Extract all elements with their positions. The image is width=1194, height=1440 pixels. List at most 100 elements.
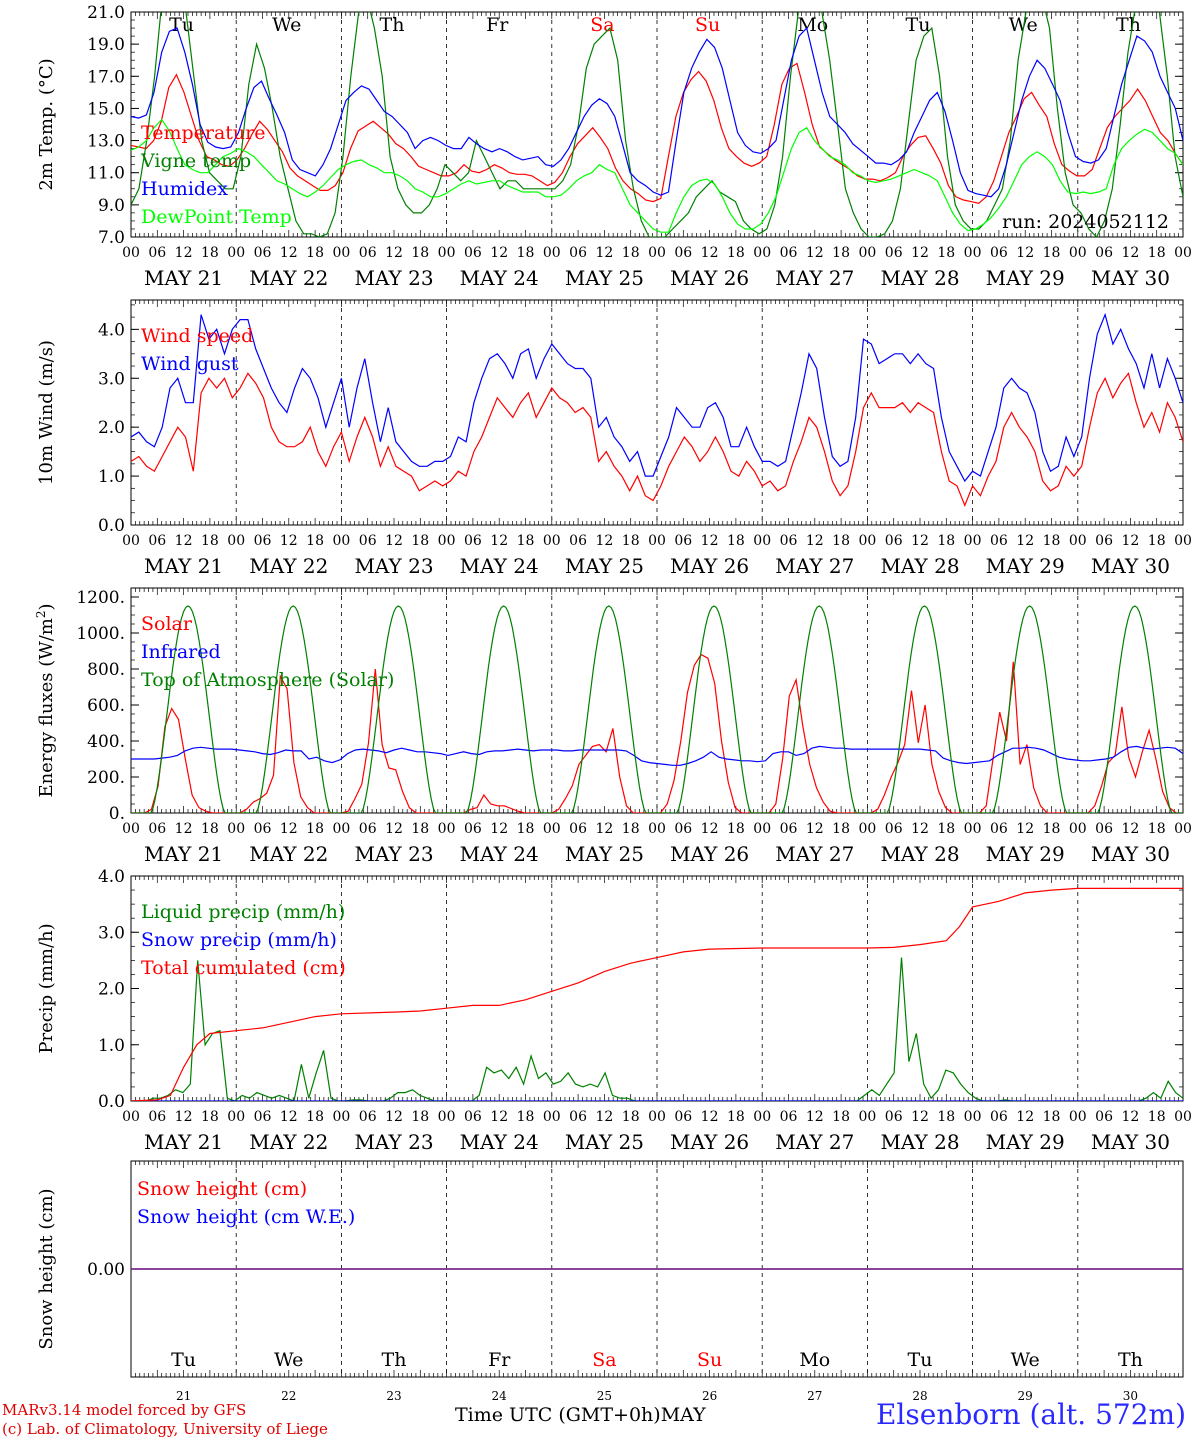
hour-label: 18: [622, 533, 640, 549]
hour-label: 00: [227, 533, 245, 549]
y-axis-label: Snow height (cm): [36, 1188, 57, 1349]
hour-label: 12: [701, 245, 719, 261]
day-number: 27: [807, 1389, 822, 1403]
hour-label: 00: [438, 1109, 456, 1125]
hour-label: 12: [1016, 821, 1034, 837]
hour-label: 00: [332, 533, 350, 549]
date-label: MAY 27: [775, 266, 854, 290]
hour-label: 06: [254, 533, 272, 549]
y-tick-label: 0.0: [98, 516, 125, 536]
hour-label: 06: [885, 821, 903, 837]
hour-label: 00: [753, 821, 771, 837]
hour-label: 12: [280, 533, 298, 549]
hour-label: 18: [306, 245, 324, 261]
hour-label: 12: [280, 821, 298, 837]
day-name-bottom: Th: [382, 1349, 407, 1371]
hour-label: 00: [648, 821, 666, 837]
hour-label: 00: [1174, 245, 1192, 261]
hour-label: 06: [1095, 533, 1113, 549]
hour-label: 12: [175, 821, 193, 837]
date-label: MAY 26: [670, 266, 749, 290]
date-label: MAY 24: [460, 266, 539, 290]
y-tick-label: 11.0: [87, 164, 125, 184]
hour-label: 12: [806, 821, 824, 837]
hour-label: 06: [254, 245, 272, 261]
hour-label: 06: [148, 1109, 166, 1125]
hour-label: 12: [806, 533, 824, 549]
hour-label: 18: [201, 821, 219, 837]
y-tick-label: 0.0: [98, 1092, 125, 1112]
date-label: MAY 28: [880, 842, 959, 866]
day-number: 24: [492, 1389, 508, 1403]
hour-label: 18: [622, 245, 640, 261]
day-name-bottom: Th: [1118, 1349, 1143, 1371]
series-line-wind-speed: [131, 372, 1183, 508]
hour-label: 12: [490, 245, 508, 261]
date-label: MAY 22: [249, 266, 328, 290]
hour-label: 06: [674, 1109, 692, 1125]
hour-label: 12: [806, 245, 824, 261]
hour-label: 00: [1069, 1109, 1087, 1125]
date-label: MAY 25: [565, 266, 644, 290]
date-label: MAY 22: [249, 842, 328, 866]
hour-label: 12: [280, 1109, 298, 1125]
hour-label: 00: [648, 1109, 666, 1125]
hour-label: 06: [464, 1109, 482, 1125]
day-name-top: Tu: [169, 14, 194, 36]
hour-label: 12: [1016, 1109, 1034, 1125]
y-tick-label: 21.0: [87, 3, 125, 23]
hour-label: 18: [1148, 1109, 1166, 1125]
hour-label: 12: [280, 245, 298, 261]
hour-label: 06: [780, 245, 798, 261]
date-label: MAY 25: [565, 554, 644, 578]
hour-label: 12: [175, 533, 193, 549]
hour-label: 18: [1148, 533, 1166, 549]
y-tick-label: 200.: [87, 768, 125, 788]
hour-label: 18: [832, 245, 850, 261]
legend-entry: Wind gust: [141, 353, 239, 375]
date-label: MAY 27: [775, 842, 854, 866]
day-number: 26: [702, 1389, 717, 1403]
day-name-top: We: [1009, 14, 1038, 36]
hour-label: 18: [832, 821, 850, 837]
hour-label: 18: [411, 821, 429, 837]
date-label: MAY 29: [986, 1130, 1065, 1154]
day-number: 22: [281, 1389, 296, 1403]
hour-label: 06: [1095, 1109, 1113, 1125]
hour-label: 06: [464, 821, 482, 837]
series-line-humidex: [131, 26, 1183, 198]
series-line-solar: [131, 653, 1183, 813]
hour-label: 00: [227, 245, 245, 261]
hour-label: 18: [517, 1109, 535, 1125]
hour-label: 06: [1095, 245, 1113, 261]
hour-label: 18: [937, 533, 955, 549]
hour-label: 18: [306, 821, 324, 837]
hour-label: 06: [148, 245, 166, 261]
date-label: MAY 28: [880, 554, 959, 578]
hour-label: 18: [622, 1109, 640, 1125]
date-label: MAY 29: [986, 842, 1065, 866]
y-tick-label: 4.0: [98, 867, 125, 887]
hour-label: 00: [1069, 245, 1087, 261]
day-number: 30: [1123, 1389, 1138, 1403]
hour-label: 18: [201, 1109, 219, 1125]
date-label: MAY 22: [249, 554, 328, 578]
hour-label: 18: [306, 1109, 324, 1125]
x-axis-title: Time UTC (GMT+0h)MAY: [455, 1404, 706, 1426]
date-label: MAY 21: [144, 266, 223, 290]
y-tick-label: 15.0: [87, 99, 125, 119]
series-line-liquid-precip-mm-h: [131, 957, 1183, 1101]
run-label: run: 2024052112: [1002, 211, 1169, 233]
date-label: MAY 23: [354, 842, 433, 866]
hour-label: 06: [254, 1109, 272, 1125]
hour-label: 00: [122, 821, 140, 837]
date-label: MAY 23: [354, 554, 433, 578]
day-name-top: Fr: [486, 14, 509, 36]
legend-entry: Solar: [141, 613, 193, 635]
date-label: MAY 21: [144, 1130, 223, 1154]
hour-label: 12: [911, 1109, 929, 1125]
hour-label: 06: [990, 821, 1008, 837]
y-tick-label: 7.0: [98, 228, 125, 248]
hour-label: 00: [122, 1109, 140, 1125]
